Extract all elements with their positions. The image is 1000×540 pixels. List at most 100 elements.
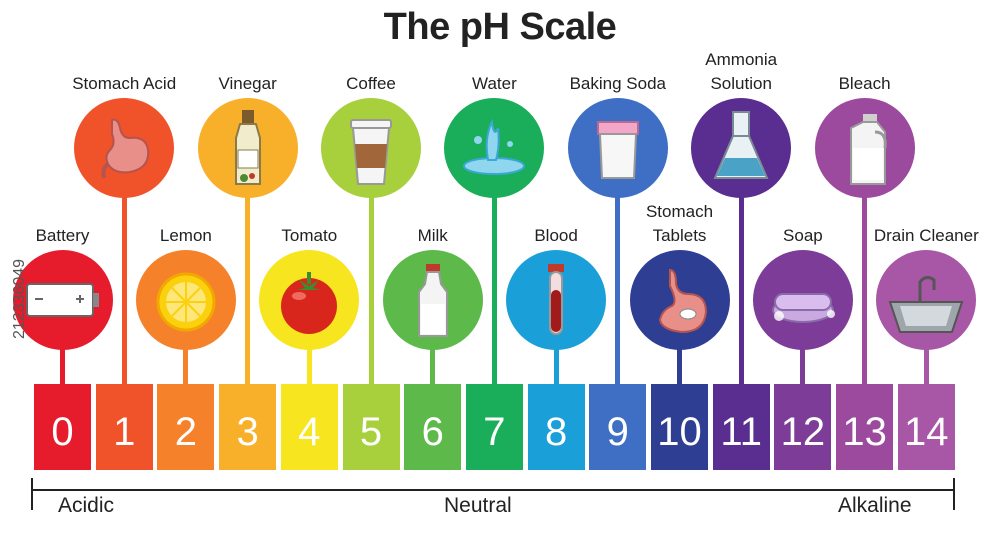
- ph-8-label-line: Blood: [534, 226, 578, 245]
- ph-value: 3: [236, 410, 259, 454]
- axis-label-alkaline: Alkaline: [838, 494, 912, 517]
- ph-13-connector: [862, 188, 868, 384]
- ph-7-label: Water: [424, 72, 564, 96]
- ph-9-circle: [567, 98, 668, 198]
- ph-12-connector: [800, 340, 806, 384]
- ph-value: 6: [421, 410, 444, 454]
- ph-value: 11: [720, 410, 762, 454]
- ph-12-label: Soap: [733, 224, 873, 248]
- axis-tick-left: [31, 478, 33, 510]
- ph-value: 12: [780, 410, 826, 454]
- ph-4-circle: [259, 250, 360, 350]
- ph-6-label: Milk: [363, 224, 503, 248]
- ph-1-circle: [74, 98, 175, 198]
- ph-6-label-line: Milk: [417, 226, 448, 245]
- ph-1-box: 1: [95, 384, 153, 470]
- ph-0-label-line: Battery: [35, 226, 90, 245]
- ph-10-circle: [629, 250, 730, 350]
- ph-10-label: Stomach Tablets: [610, 200, 750, 248]
- ph-6-box: 6: [404, 384, 462, 470]
- ph-value: 5: [359, 410, 383, 454]
- ph-value: 7: [483, 410, 506, 454]
- axis-line: [32, 489, 954, 491]
- ph-14-circle: [876, 250, 977, 350]
- ph-8-box: 8: [527, 384, 585, 470]
- ph-3-label: Vinegar: [178, 72, 318, 96]
- ph-4-label-line: Tomato: [281, 226, 338, 245]
- ph-3-circle: [197, 98, 298, 198]
- ph-1-connector: [121, 188, 127, 384]
- ph-8-circle: [506, 250, 607, 350]
- ph-14-connector: [923, 340, 929, 384]
- ph-6-circle: [382, 250, 483, 350]
- ph-value: 4: [298, 410, 321, 454]
- ph-value: 14: [904, 410, 949, 454]
- ph-2-label: Lemon: [116, 224, 256, 248]
- page-title: The pH Scale: [383, 6, 617, 48]
- ph-7-label-line: Water: [472, 74, 517, 93]
- ph-value: 9: [606, 410, 629, 454]
- ph-7-box: 7: [465, 384, 523, 470]
- ph-2-circle: [135, 250, 236, 350]
- ph-9-box: 9: [589, 384, 647, 470]
- ph-12-circle: [752, 250, 853, 350]
- ph-11-box: 11: [712, 384, 770, 470]
- ph-2-label-line: Lemon: [159, 226, 212, 245]
- ph-12-label-line: Soap: [783, 226, 823, 245]
- ph-14-label: Drain Cleaner: [856, 224, 996, 248]
- ph-10-label-line: Tablets: [652, 226, 707, 245]
- ph-1-label: Stomach Acid: [54, 72, 194, 96]
- axis-label-neutral: Neutral: [444, 494, 512, 517]
- ph-value: 8: [544, 410, 568, 454]
- axis-tick-right: [953, 478, 955, 510]
- ph-5-box: 5: [342, 384, 400, 470]
- axis-label-acidic: Acidic: [58, 494, 115, 517]
- ph-value: 1: [113, 410, 136, 454]
- ph-value: 10: [657, 410, 702, 454]
- ph-11-label-line: Ammonia: [705, 50, 778, 69]
- ph-13-label: Bleach: [795, 72, 935, 96]
- ph-2-box: 2: [157, 384, 215, 470]
- watermark-id: 212336049: [11, 258, 28, 340]
- ph-3-box: 3: [219, 384, 277, 470]
- ph-2-connector: [183, 340, 189, 384]
- ph-0-label: Battery: [0, 224, 133, 248]
- ph-5-label-line: Coffee: [346, 74, 396, 93]
- ph-10-connector: [677, 340, 682, 384]
- ph-3-label-line: Vinegar: [218, 74, 277, 93]
- ph-value: 13: [842, 410, 887, 454]
- ph-9-label: Baking Soda: [548, 72, 688, 96]
- ph-10-box: 10: [651, 384, 708, 470]
- ph-4-box: 4: [280, 384, 338, 470]
- ph-9-label-line: Baking Soda: [569, 74, 666, 93]
- ph-value: 0: [51, 410, 74, 454]
- ph-9-connector: [615, 188, 621, 384]
- ph-3-connector: [245, 188, 251, 384]
- ph-11-connector: [738, 188, 744, 384]
- ph-6-connector: [430, 340, 436, 384]
- ph-5-circle: [321, 98, 421, 198]
- ph-7-connector: [491, 188, 497, 384]
- ph-8-label: Blood: [486, 224, 626, 248]
- ph-0-box: 0: [34, 384, 91, 470]
- ph-14-box: 14: [897, 384, 955, 470]
- ph-11-label-line: Solution: [710, 74, 772, 93]
- ph-1-label-line: Stomach Acid: [72, 74, 177, 93]
- ph-13-label-line: Bleach: [838, 74, 891, 93]
- ph-0-circle: [12, 250, 113, 350]
- ph-4-label: Tomato: [239, 224, 379, 248]
- ph-5-label: Coffee: [301, 72, 441, 96]
- ph-5-connector: [368, 188, 374, 384]
- ph-4-connector: [306, 340, 312, 384]
- ph-14-label-line: Drain Cleaner: [873, 226, 979, 245]
- ph-11-circle: [691, 98, 792, 198]
- ph-10-label-line: Stomach: [645, 202, 714, 221]
- ph-value: 2: [174, 410, 198, 454]
- ph-12-box: 12: [774, 384, 832, 470]
- ph-0-connector: [60, 340, 65, 384]
- ph-8-connector: [553, 340, 559, 384]
- ph-13-circle: [814, 98, 915, 198]
- ph-7-circle: [444, 98, 545, 198]
- ph-11-label: Ammonia Solution: [671, 48, 811, 96]
- ph-13-box: 13: [836, 384, 894, 470]
